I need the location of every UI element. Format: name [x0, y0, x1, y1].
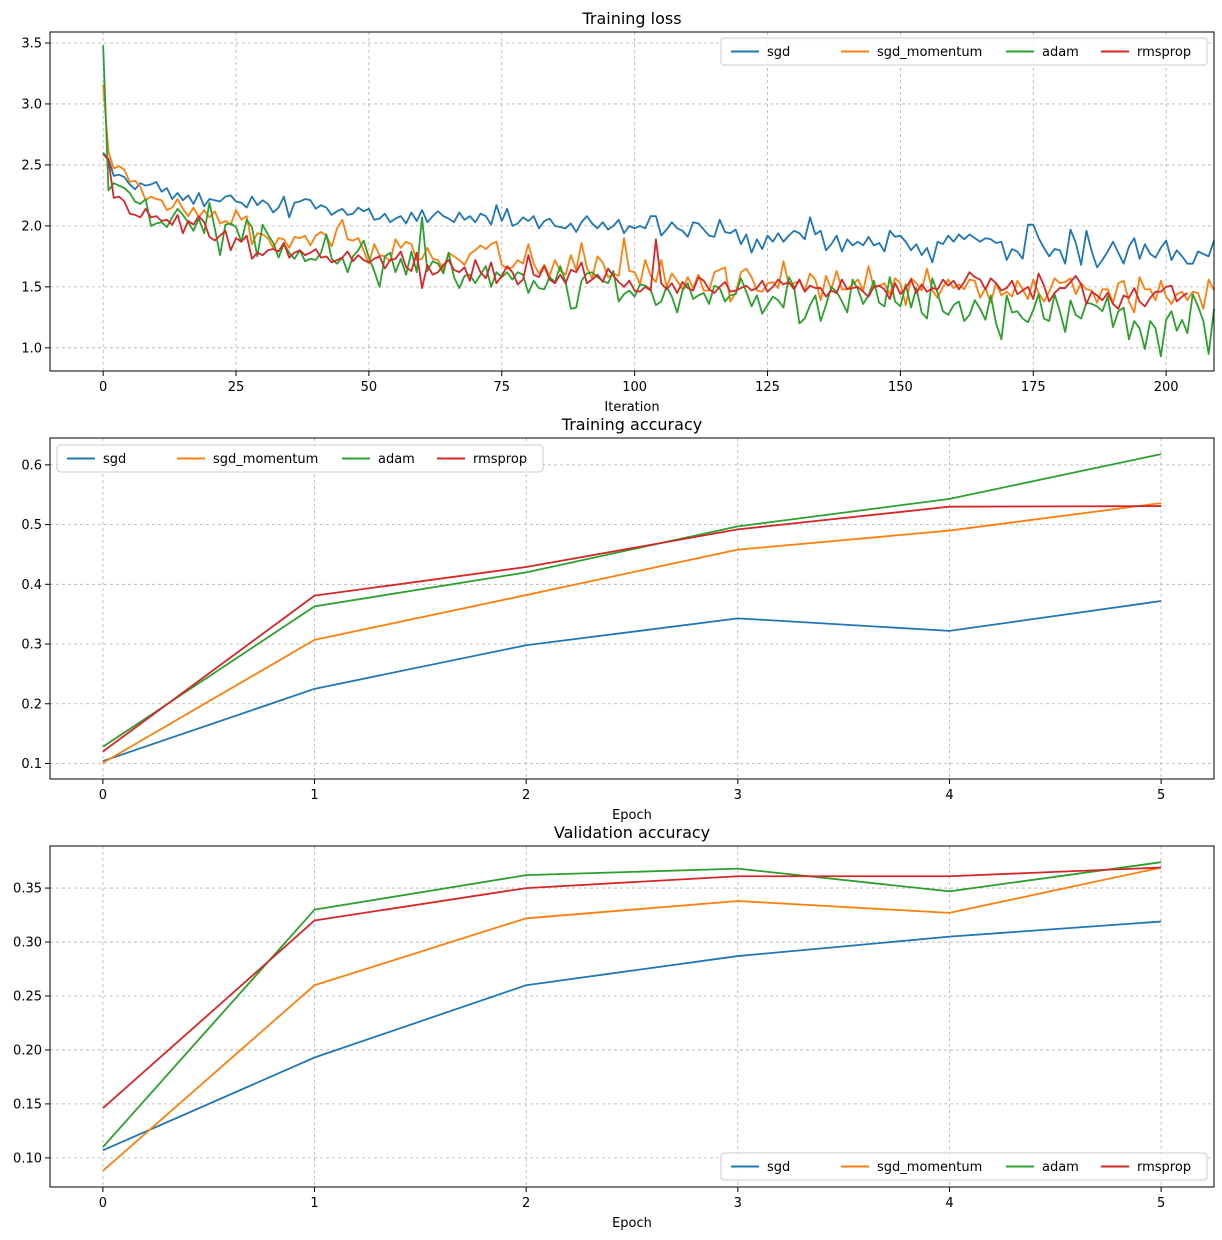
x-tick-label: 200 — [1154, 380, 1179, 395]
x-tick-label: 75 — [494, 380, 511, 395]
x-tick-label: 5 — [1157, 1196, 1165, 1211]
legend-label-rmsprop: rmsprop — [473, 452, 527, 467]
x-tick-label: 5 — [1157, 788, 1165, 803]
series-line-adam — [102, 453, 1162, 748]
legend-label-sgd_momentum: sgd_momentum — [877, 1160, 982, 1175]
legend-box — [720, 1152, 1208, 1181]
legend-label-adam: adam — [1042, 1160, 1079, 1175]
x-tick-label: 100 — [622, 380, 647, 395]
y-tick-label: 0.10 — [13, 1151, 42, 1166]
legend: sgd sgd_momentum adam rmsprop — [56, 444, 544, 473]
x-tick-label: 0 — [99, 788, 107, 803]
y-tick-label: 0.3 — [21, 638, 42, 653]
series-line-adam — [102, 861, 1162, 1148]
y-tick-label: 0.15 — [13, 1097, 42, 1112]
series-line-sgd — [102, 920, 1162, 1152]
y-tick-label: 0.25 — [13, 989, 42, 1004]
chart-title: Validation accuracy — [554, 823, 710, 842]
axes-frame — [49, 845, 1215, 1188]
y-tick-label: 0.2 — [21, 697, 42, 712]
x-tick-label: 3 — [734, 788, 742, 803]
y-tick-label: 0.35 — [13, 882, 42, 897]
chart-0: Training loss 0 25 50 75 100 125 150 175 200 1.0 1.… — [21, 9, 1215, 415]
series-line-rmsprop — [102, 505, 1162, 753]
series-line-rmsprop — [102, 866, 1162, 1109]
x-tick-label: 1 — [310, 788, 318, 803]
series-line-sgd_momentum — [102, 84, 1215, 314]
x-tick-label: 25 — [228, 380, 245, 395]
y-tick-label: 0.1 — [21, 757, 42, 772]
legend-label-adam: adam — [378, 452, 415, 467]
legend-label-sgd_momentum: sgd_momentum — [877, 45, 982, 60]
x-tick-label: 4 — [945, 1196, 953, 1211]
y-tick-label: 0.6 — [21, 458, 42, 473]
x-tick-label: 125 — [755, 380, 780, 395]
legend-box — [56, 444, 544, 473]
y-tick-label: 0.20 — [13, 1043, 42, 1058]
y-tick-label: 3.0 — [21, 97, 42, 112]
series-line-sgd — [102, 600, 1162, 762]
x-tick-label: 150 — [888, 380, 913, 395]
series-line-sgd_momentum — [102, 866, 1162, 1172]
x-tick-label: 175 — [1021, 380, 1046, 395]
x-tick-label: 4 — [945, 788, 953, 803]
x-axis-label: Epoch — [612, 808, 652, 823]
x-tick-label: 2 — [522, 1196, 530, 1211]
series-line-rmsprop — [102, 153, 1188, 310]
x-tick-label: 1 — [310, 1196, 318, 1211]
legend-box — [720, 37, 1208, 66]
legend: sgd sgd_momentum adam rmsprop — [720, 1152, 1208, 1181]
x-axis-label: Iteration — [604, 400, 659, 415]
legend-label-sgd: sgd — [103, 452, 126, 467]
legend: sgd sgd_momentum adam rmsprop — [720, 37, 1208, 66]
legend-label-sgd: sgd — [767, 45, 790, 60]
axes-frame — [49, 437, 1215, 780]
chart-title: Training accuracy — [561, 415, 702, 434]
chart-1: Training accuracy 0 1 2 3 4 5 0.1 0.2 0.3 0.4 0.5 0.… — [21, 415, 1215, 823]
legend-label-sgd_momentum: sgd_momentum — [213, 452, 318, 467]
chart-title: Training loss — [581, 9, 681, 28]
y-tick-label: 1.0 — [21, 341, 42, 356]
legend-label-sgd: sgd — [767, 1160, 790, 1175]
y-tick-label: 1.5 — [21, 280, 42, 295]
legend-label-rmsprop: rmsprop — [1137, 45, 1191, 60]
series-line-sgd — [102, 152, 1215, 269]
x-tick-label: 50 — [361, 380, 378, 395]
legend-label-rmsprop: rmsprop — [1137, 1160, 1191, 1175]
x-tick-label: 0 — [99, 380, 107, 395]
y-tick-label: 3.5 — [21, 36, 42, 51]
chart-2: Validation accuracy 0 1 2 3 4 5 0.10 0.15 0.20 0.2… — [13, 823, 1215, 1231]
series-line-adam — [102, 45, 1215, 358]
axes-frame — [49, 31, 1215, 372]
x-tick-label: 2 — [522, 788, 530, 803]
x-tick-label: 3 — [734, 1196, 742, 1211]
series-line-sgd_momentum — [102, 502, 1162, 764]
y-tick-label: 0.5 — [21, 518, 42, 533]
x-tick-label: 0 — [99, 1196, 107, 1211]
y-tick-label: 2.0 — [21, 219, 42, 234]
y-tick-label: 0.30 — [13, 936, 42, 951]
legend-label-adam: adam — [1042, 45, 1079, 60]
y-tick-label: 2.5 — [21, 158, 42, 173]
x-axis-label: Epoch — [612, 1216, 652, 1231]
y-tick-label: 0.4 — [21, 578, 42, 593]
